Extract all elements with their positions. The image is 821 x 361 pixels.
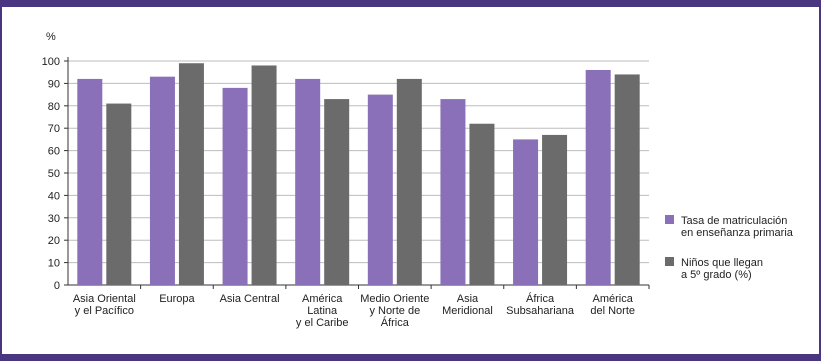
bar-s1-c1 (77, 78, 103, 285)
top-band (2, 0, 819, 7)
category-label: Medio Oriente (360, 293, 429, 305)
bar-s2-c4 (324, 99, 350, 285)
category-label: del Norte (590, 305, 635, 317)
legend-label: Tasa de matriculación (681, 215, 787, 227)
legend-swatch-2 (665, 257, 674, 266)
bar-s1-c2 (149, 76, 175, 286)
category-label: Asia Central (220, 293, 280, 305)
legend-label: a 5º grado (%) (681, 269, 752, 281)
legend-label: Niños que llegan (681, 257, 763, 269)
bottom-band (2, 354, 819, 361)
bar-s2-c6 (469, 123, 495, 285)
category-label: y Norte de (369, 305, 420, 317)
category-label: y el Pacífico (75, 305, 134, 317)
y-tick-label: 10 (48, 258, 60, 270)
category-label: Europa (159, 293, 195, 305)
y-tick-label: 20 (48, 235, 60, 247)
bar-s2-c3 (251, 65, 277, 285)
category-label: y el Caribe (296, 317, 349, 329)
bar-s1-c6 (440, 99, 466, 285)
y-tick-label: 70 (48, 123, 60, 135)
y-tick-label: 60 (48, 146, 60, 158)
category-label: América (593, 293, 634, 305)
bar-s1-c7 (513, 139, 539, 285)
bar-s1-c3 (222, 87, 248, 285)
bar-s2-c7 (542, 134, 568, 285)
category-label: América (302, 293, 343, 305)
y-tick-label: 50 (48, 168, 60, 180)
category-label: Asia Oriental (73, 293, 136, 305)
y-tick-label: 30 (48, 213, 60, 225)
y-tick-label: 80 (48, 101, 60, 113)
y-axis-label: % (46, 31, 56, 43)
category-label: África (526, 292, 555, 305)
legend-swatch-1 (665, 215, 674, 224)
y-tick-label: 100 (42, 56, 60, 68)
category-label: Asia (457, 293, 479, 305)
bar-s1-c4 (295, 78, 321, 285)
category-label: África (381, 316, 410, 329)
y-tick-label: 90 (48, 78, 60, 90)
bar-s1-c5 (367, 94, 393, 285)
y-tick-label: 40 (48, 190, 60, 202)
category-label: Meridional (442, 305, 493, 317)
bar-s1-c8 (585, 69, 611, 286)
bar-s2-c8 (614, 74, 640, 285)
bar-s2-c1 (106, 103, 132, 285)
category-label: Latina (307, 305, 338, 317)
bar-s2-c2 (178, 63, 204, 285)
legend-label: en enseñanza primaria (681, 227, 794, 239)
bar-s2-c5 (396, 78, 422, 285)
y-tick-label: 0 (54, 280, 60, 292)
category-label: Subsahariana (506, 305, 575, 317)
